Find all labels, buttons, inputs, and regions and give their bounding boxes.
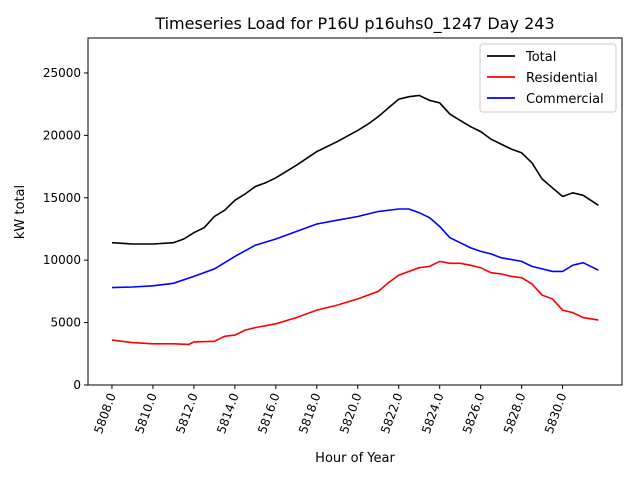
y-axis-label: kW total xyxy=(13,185,28,239)
legend-label-total: Total xyxy=(525,50,556,65)
x-tick-label: 5810.0 xyxy=(132,391,160,435)
chart-title: Timeseries Load for P16U p16uhs0_1247 Da… xyxy=(154,14,554,34)
x-tick-label: 5826.0 xyxy=(460,391,488,435)
y-tick-label: 15000 xyxy=(43,191,81,205)
y-tick-label: 0 xyxy=(73,378,81,392)
legend-label-residential: Residential xyxy=(526,71,598,86)
x-tick-label: 5814.0 xyxy=(214,391,242,435)
legend: Total Residential Commercial xyxy=(479,43,617,113)
series-line-residential xyxy=(111,260,599,346)
y-tick-label: 20000 xyxy=(43,128,81,142)
x-tick-label: 5822.0 xyxy=(378,391,406,435)
series-line-total xyxy=(111,94,599,245)
x-tick-label: 5830.0 xyxy=(542,391,570,435)
y-tick-label: 5000 xyxy=(50,316,81,330)
x-tick-label: 5808.0 xyxy=(91,391,119,435)
x-tick-label: 5816.0 xyxy=(255,391,283,435)
x-tick-label: 5824.0 xyxy=(419,391,447,435)
y-tick-label: 25000 xyxy=(43,66,81,80)
series-line-commercial xyxy=(111,208,599,289)
x-tick-label: 5828.0 xyxy=(501,391,529,435)
y-tick-label: 10000 xyxy=(43,253,81,267)
legend-box xyxy=(479,43,617,113)
x-axis-label: Hour of Year xyxy=(315,451,395,466)
x-tick-label: 5818.0 xyxy=(296,391,324,435)
x-tick-label: 5812.0 xyxy=(173,391,201,435)
x-tick-label: 5820.0 xyxy=(337,391,365,435)
plot-frame xyxy=(87,37,623,386)
legend-label-commercial: Commercial xyxy=(526,92,604,107)
